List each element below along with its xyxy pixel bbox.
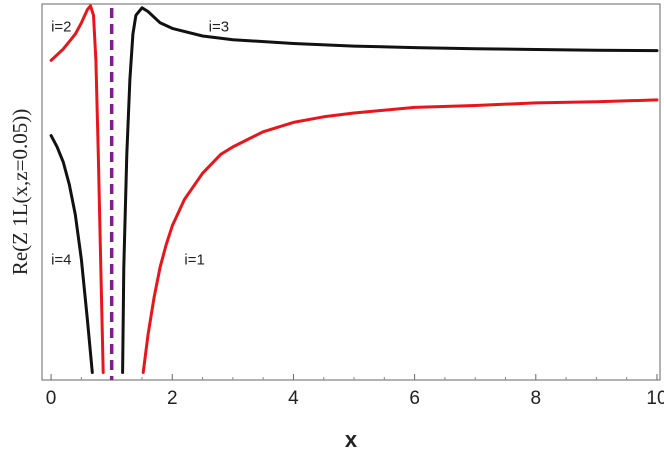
- series-line-i=3: [121, 6, 659, 374]
- x-axis-label: x: [345, 427, 358, 452]
- curve-label: i=2: [51, 19, 71, 36]
- x-axis-ticks: 0 2 4 6 8 10: [46, 374, 664, 409]
- curve-label: i=3: [209, 19, 229, 36]
- series-line-i=1: [141, 98, 659, 374]
- series-line-i=4: [49, 134, 94, 374]
- x-tick-label: 6: [409, 388, 420, 409]
- x-tick-label: 0: [46, 388, 57, 409]
- annotations-group: i=2 i=3 i=4 i=1: [51, 19, 229, 269]
- series-line-i=2: [49, 4, 105, 374]
- curve-label: i=4: [51, 252, 71, 269]
- curve-label: i=1: [184, 252, 204, 269]
- plot-frame: [41, 3, 661, 381]
- y-axis-label: Re(Z 1L(x,z=0.05)): [8, 109, 32, 275]
- x-tick-label: 2: [167, 388, 178, 409]
- x-tick-label: 8: [531, 388, 542, 409]
- x-tick-label: 10: [646, 388, 664, 409]
- series-group: [49, 4, 659, 380]
- x-tick-label: 4: [288, 388, 299, 409]
